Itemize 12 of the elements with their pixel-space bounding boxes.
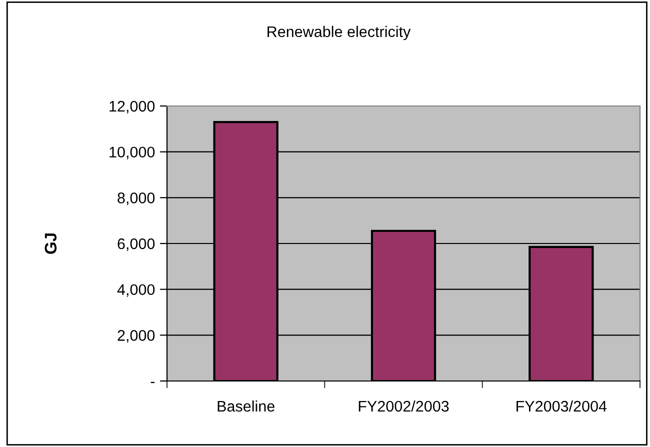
y-tick-label: - [150,382,155,384]
y-axis-title: GJ [44,234,57,254]
y-tick-label: 12,000 [110,100,155,114]
y-tick-label: 2,000 [118,330,155,343]
x-tick-label: Baseline [218,400,274,412]
chart-title: Renewable electricity [268,26,411,40]
y-tick-label: 8,000 [118,192,155,206]
y-tick-label: 4,000 [117,284,155,297]
y-tick-label: 10,000 [110,146,155,160]
y-tick-label: 6,000 [118,238,155,251]
x-tick-label: FY2002/2003 [358,400,449,412]
x-tick-label: FY2003/2004 [516,400,607,412]
